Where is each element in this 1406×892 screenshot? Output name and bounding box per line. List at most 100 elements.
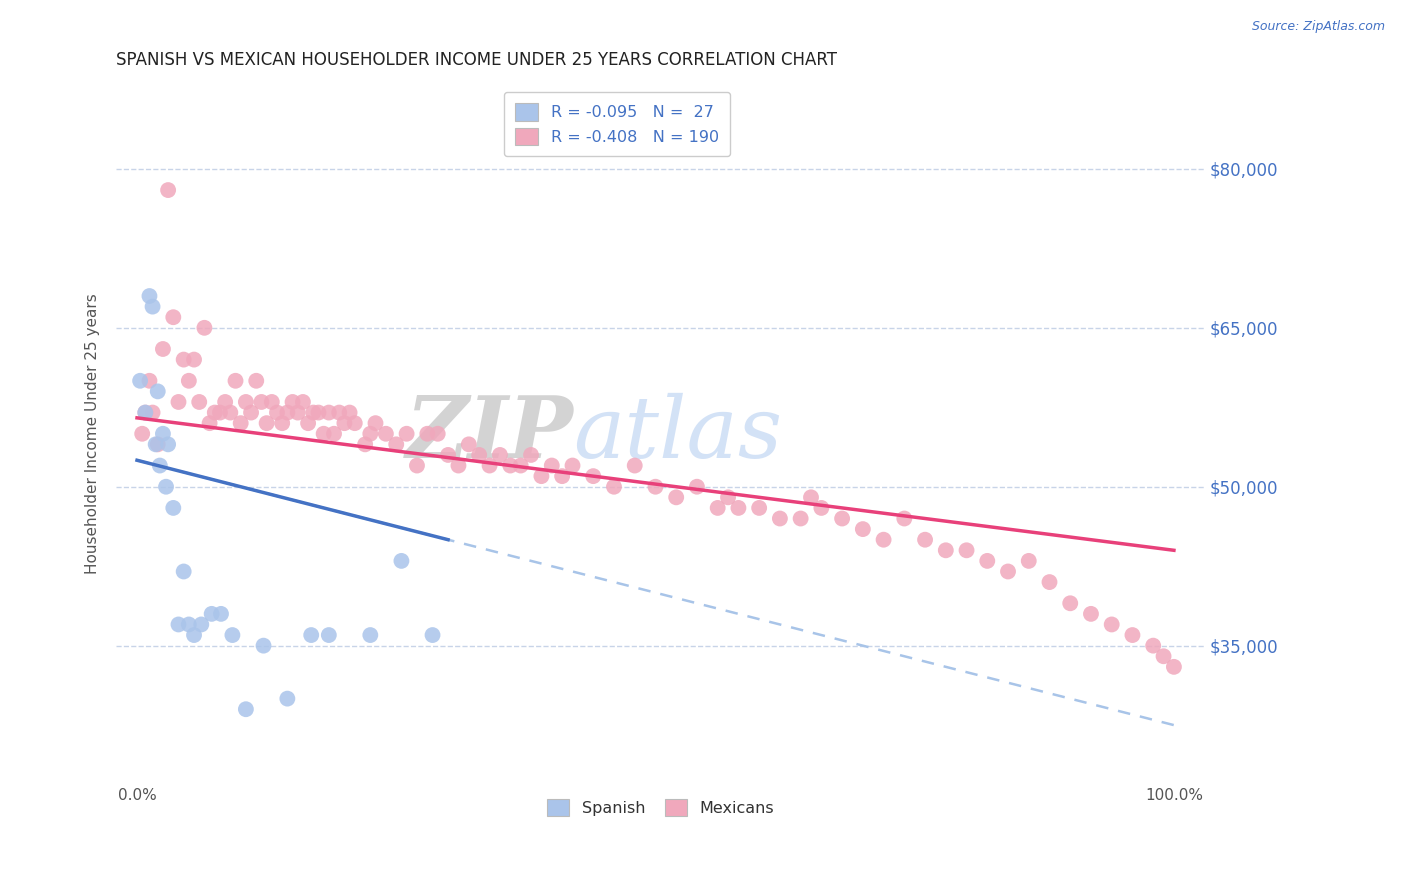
Point [893, 511, 915, 525]
Point [209, 607, 232, 621]
Point [872, 533, 894, 547]
Point [364, 416, 387, 430]
Point [271, 416, 294, 430]
Point [1153, 649, 1175, 664]
Point [131, 426, 153, 441]
Point [138, 374, 160, 388]
Point [717, 491, 740, 505]
Point [447, 458, 470, 473]
Legend: Spanish, Mexicans: Spanish, Mexicans [538, 791, 782, 824]
Point [323, 426, 346, 441]
Point [935, 543, 957, 558]
Point [727, 500, 749, 515]
Point [540, 458, 562, 473]
Point [561, 458, 583, 473]
Point [152, 342, 174, 356]
Point [221, 628, 243, 642]
Point [183, 352, 205, 367]
Point [333, 416, 356, 430]
Point [149, 458, 172, 473]
Point [214, 395, 236, 409]
Point [142, 300, 165, 314]
Point [1101, 617, 1123, 632]
Point [318, 406, 340, 420]
Point [291, 395, 314, 409]
Point [177, 374, 200, 388]
Point [201, 607, 224, 621]
Point [416, 426, 439, 441]
Point [955, 543, 977, 558]
Point [422, 628, 444, 642]
Point [281, 395, 304, 409]
Point [665, 491, 688, 505]
Point [437, 448, 460, 462]
Point [810, 500, 832, 515]
Point [229, 416, 252, 430]
Point [1080, 607, 1102, 621]
Point [134, 406, 156, 420]
Point [852, 522, 875, 536]
Point [129, 374, 152, 388]
Point [603, 480, 626, 494]
Point [208, 406, 231, 420]
Point [266, 406, 288, 420]
Point [385, 437, 408, 451]
Point [686, 480, 709, 494]
Point [188, 395, 211, 409]
Text: Source: ZipAtlas.com: Source: ZipAtlas.com [1251, 20, 1385, 33]
Point [297, 416, 319, 430]
Point [138, 289, 160, 303]
Point [308, 406, 330, 420]
Point [318, 628, 340, 642]
Point [146, 437, 169, 451]
Point [173, 565, 195, 579]
Point [343, 416, 366, 430]
Point [276, 691, 298, 706]
Point [162, 500, 184, 515]
Point [157, 183, 180, 197]
Point [489, 448, 512, 462]
Point [623, 458, 645, 473]
Point [193, 320, 215, 334]
Point [997, 565, 1019, 579]
Point [914, 533, 936, 547]
Point [457, 437, 479, 451]
Point [831, 511, 853, 525]
Point [478, 458, 501, 473]
Point [359, 628, 381, 642]
Point [173, 352, 195, 367]
Point [551, 469, 574, 483]
Point [225, 374, 247, 388]
Text: atlas: atlas [574, 392, 783, 475]
Point [177, 617, 200, 632]
Point [155, 480, 177, 494]
Point [509, 458, 531, 473]
Point [499, 458, 522, 473]
Point [235, 702, 257, 716]
Point [146, 384, 169, 399]
Point [395, 426, 418, 441]
Text: SPANISH VS MEXICAN HOUSEHOLDER INCOME UNDER 25 YEARS CORRELATION CHART: SPANISH VS MEXICAN HOUSEHOLDER INCOME UN… [117, 51, 837, 69]
Point [328, 406, 350, 420]
Point [235, 395, 257, 409]
Point [250, 395, 273, 409]
Point [287, 406, 309, 420]
Point [354, 437, 377, 451]
Point [644, 480, 666, 494]
Point [426, 426, 449, 441]
Point [374, 426, 396, 441]
Point [219, 406, 242, 420]
Point [1121, 628, 1143, 642]
Point [256, 416, 278, 430]
Point [245, 374, 267, 388]
Point [769, 511, 792, 525]
Point [1163, 660, 1185, 674]
Point [706, 500, 728, 515]
Point [142, 406, 165, 420]
Point [391, 554, 413, 568]
Point [299, 628, 322, 642]
Point [1038, 575, 1060, 590]
Point [134, 406, 156, 420]
Point [800, 491, 823, 505]
Point [312, 426, 335, 441]
